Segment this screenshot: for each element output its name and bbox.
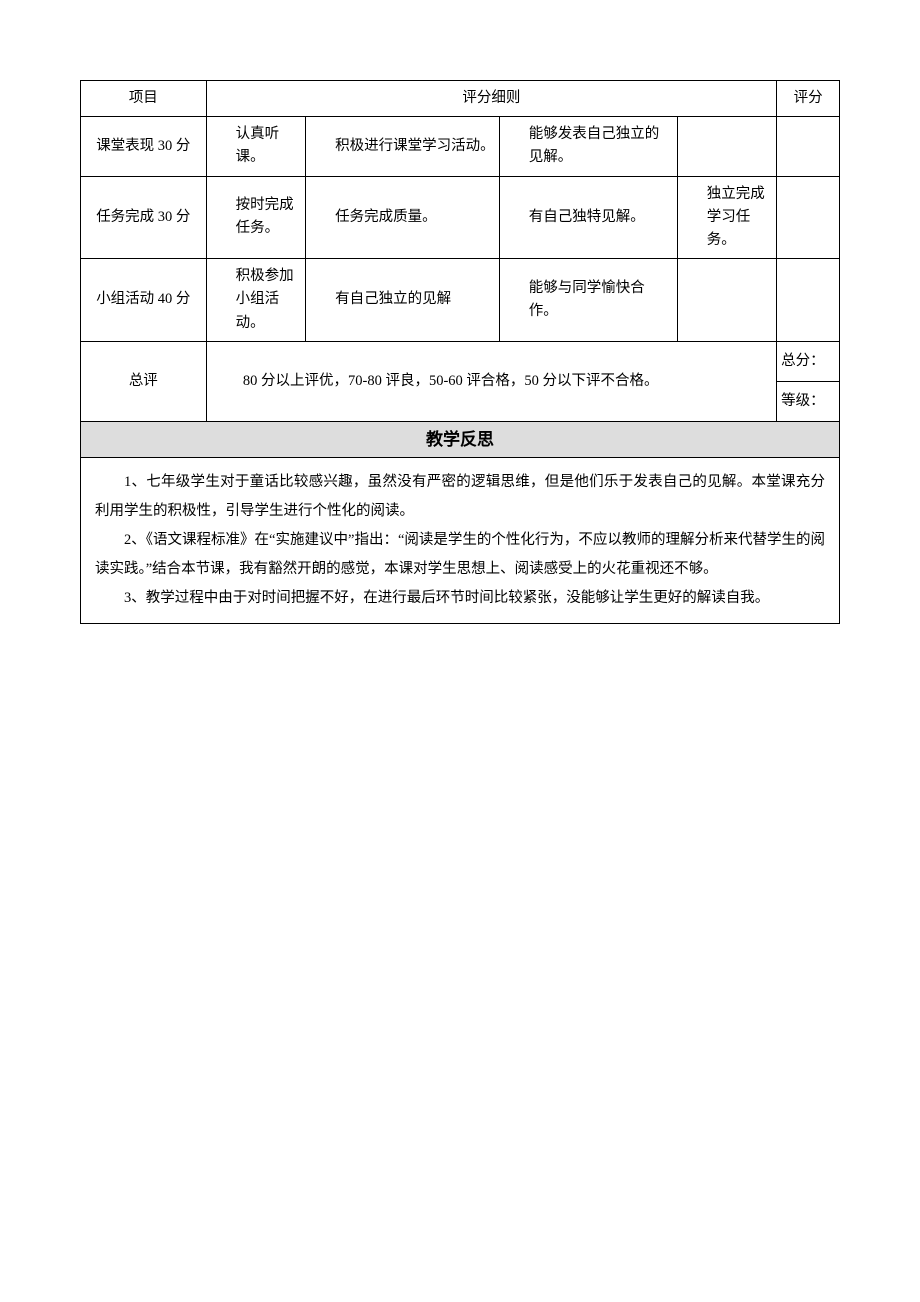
reflection-paragraph: 3、教学过程中由于对时间把握不好，在进行最后环节时间比较紧张，没能够让学生更好的…	[95, 584, 825, 613]
reflection-paragraph: 2、《语文课程标准》在“实施建议中”指出：“阅读是学生的个性化行为，不应以教师的…	[95, 526, 825, 584]
table-row: 课堂表现 30 分 认真听课。 积极进行课堂学习活动。 能够发表自己独立的见解。	[81, 117, 840, 176]
summary-label: 总评	[81, 341, 207, 421]
reflection-content: 1、七年级学生对于童话比较感兴趣，虽然没有严密的逻辑思维，但是他们乐于发表自己的…	[81, 458, 840, 624]
row-cell: 积极参加小组活动。	[206, 259, 305, 342]
row-cell: 任务完成质量。	[306, 176, 500, 259]
summary-grade: 等级：	[777, 381, 840, 421]
summary-total: 总分：	[777, 341, 840, 381]
header-project: 项目	[81, 81, 207, 117]
row-project: 课堂表现 30 分	[81, 117, 207, 176]
reflection-paragraph: 1、七年级学生对于童话比较感兴趣，虽然没有严密的逻辑思维，但是他们乐于发表自己的…	[95, 468, 825, 526]
row-score-cell	[777, 117, 840, 176]
row-cell: 有自己独立的见解	[306, 259, 500, 342]
row-cell	[677, 259, 776, 342]
row-cell: 能够与同学愉快合作。	[499, 259, 677, 342]
header-score: 评分	[777, 81, 840, 117]
row-cell: 有自己独特见解。	[499, 176, 677, 259]
evaluation-table: 项目 评分细则 评分 课堂表现 30 分 认真听课。 积极进行课堂学习活动。 能…	[80, 80, 840, 624]
row-cell: 按时完成任务。	[206, 176, 305, 259]
row-project: 小组活动 40 分	[81, 259, 207, 342]
table-header-row: 项目 评分细则 评分	[81, 81, 840, 117]
row-project: 任务完成 30 分	[81, 176, 207, 259]
row-cell: 认真听课。	[206, 117, 305, 176]
row-cell: 能够发表自己独立的见解。	[499, 117, 677, 176]
reflection-body: 1、七年级学生对于童话比较感兴趣，虽然没有严密的逻辑思维，但是他们乐于发表自己的…	[81, 458, 840, 624]
reflection-title: 教学反思	[81, 422, 840, 458]
summary-text: 80 分以上评优，70-80 评良，50-60 评合格，50 分以下评不合格。	[206, 341, 777, 421]
summary-row: 总评 80 分以上评优，70-80 评良，50-60 评合格，50 分以下评不合…	[81, 341, 840, 381]
table-row: 任务完成 30 分 按时完成任务。 任务完成质量。 有自己独特见解。 独立完成学…	[81, 176, 840, 259]
row-cell: 积极进行课堂学习活动。	[306, 117, 500, 176]
row-cell	[677, 117, 776, 176]
reflection-header: 教学反思	[81, 422, 840, 458]
row-score-cell	[777, 176, 840, 259]
header-criteria: 评分细则	[206, 81, 777, 117]
table-row: 小组活动 40 分 积极参加小组活动。 有自己独立的见解 能够与同学愉快合作。	[81, 259, 840, 342]
row-cell: 独立完成学习任务。	[677, 176, 776, 259]
row-score-cell	[777, 259, 840, 342]
